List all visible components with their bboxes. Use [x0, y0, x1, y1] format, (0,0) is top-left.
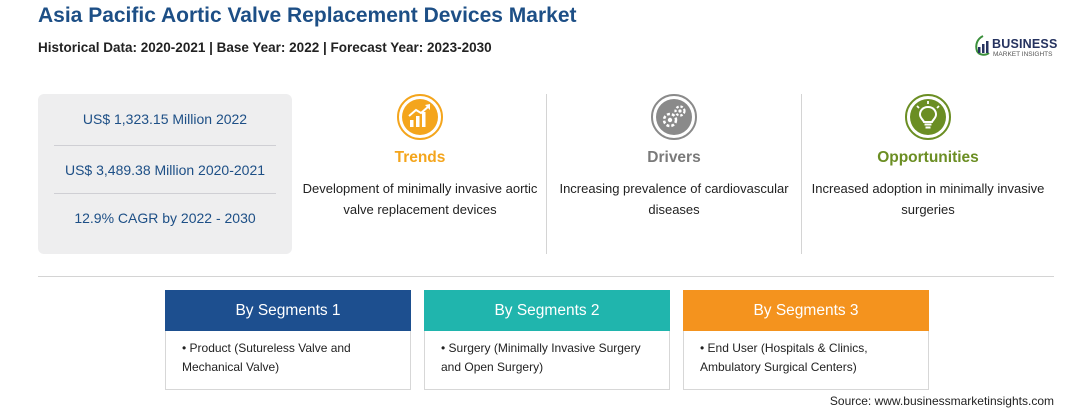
- segment-card-1: By Segments 1 • Product (Sutureless Valv…: [165, 290, 411, 390]
- stat-cagr: 12.9% CAGR by 2022 - 2030: [74, 210, 256, 226]
- section-divider: [38, 276, 1054, 277]
- opportunities-heading: Opportunities: [877, 149, 979, 166]
- trends-heading: Trends: [394, 149, 446, 166]
- lightbulb-icon: [905, 94, 951, 140]
- segment-1-item: • Product (Sutureless Valve and Mechanic…: [182, 341, 351, 374]
- company-logo: BUSINESS MARKET INSIGHTS: [973, 35, 1063, 65]
- segment-3-item: • End User (Hospitals & Clinics, Ambulat…: [700, 341, 868, 374]
- column-divider: [801, 94, 802, 254]
- opportunities-description: Increased adoption in minimally invasive…: [811, 181, 1045, 217]
- trend-chart-icon: [397, 94, 443, 140]
- segment-2-item: • Surgery (Minimally Invasive Surgery an…: [441, 341, 641, 374]
- drivers-heading: Drivers: [647, 149, 701, 166]
- page-title: Asia Pacific Aortic Valve Replacement De…: [38, 4, 577, 27]
- segment-card-2: By Segments 2 • Surgery (Minimally Invas…: [424, 290, 670, 390]
- stat-divider: [54, 145, 276, 146]
- segment-3-header: By Segments 3: [683, 290, 929, 331]
- stat-market-value-2022: US$ 1,323.15 Million 2022: [82, 111, 248, 127]
- stat-divider: [54, 193, 276, 194]
- logo-name: BUSINESS: [992, 37, 1058, 51]
- logo-tagline: MARKET INSIGHTS: [993, 51, 1053, 58]
- logo-mark-icon: [975, 35, 990, 56]
- trends-description: Development of minimally invasive aortic…: [302, 181, 538, 217]
- segment-card-3: By Segments 3 • End User (Hospitals & Cl…: [683, 290, 929, 390]
- stats-panel: US$ 1,323.15 Million 2022 US$ 3,489.38 M…: [38, 94, 292, 254]
- drivers-description: Increasing prevalence of cardiovascular …: [559, 181, 789, 217]
- page-subtitle: Historical Data: 2020-2021 | Base Year: …: [38, 40, 492, 55]
- gears-icon: [651, 94, 697, 140]
- column-divider: [546, 94, 547, 254]
- segment-1-header: By Segments 1: [165, 290, 411, 331]
- segment-2-header: By Segments 2: [424, 290, 670, 331]
- source-note: Source: www.businessmarketinsights.com: [829, 394, 1054, 408]
- stat-market-value-historical: US$ 3,489.38 Million 2020-2021: [64, 162, 266, 178]
